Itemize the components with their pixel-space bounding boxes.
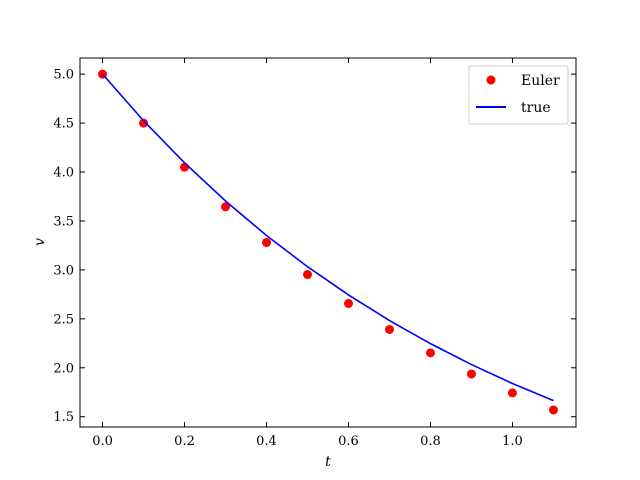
legend-label-euler: Euler: [521, 73, 560, 89]
y-axis-label: v: [32, 238, 48, 246]
x-axis-label: t: [325, 454, 331, 470]
series-line-true: [101, 73, 554, 402]
data-point-euler: [221, 202, 231, 212]
data-point-euler: [139, 118, 149, 128]
y-axis-ticks: 1.5 2.0 2.5 3.0 3.5 4.0 4.5 5.0: [53, 68, 576, 425]
y-tick-label: 1.5: [53, 410, 74, 425]
y-tick-label: 3.5: [53, 214, 74, 229]
legend-marker-euler: [486, 75, 496, 85]
x-tick-label: 0.2: [174, 434, 195, 449]
y-tick-label: 2.5: [53, 312, 74, 327]
y-tick-label: 4.0: [53, 166, 74, 181]
data-point-euler: [180, 162, 190, 172]
x-tick-label: 0.6: [338, 434, 359, 449]
y-tick-label: 5.0: [53, 68, 74, 83]
x-tick-label: 0.4: [256, 434, 277, 449]
data-point-euler: [548, 405, 558, 415]
x-axis-ticks: 0.0 0.2 0.4 0.6 0.8 1.0: [92, 58, 523, 449]
y-tick-label: 3.0: [53, 263, 74, 278]
x-tick-label: 1.0: [502, 434, 523, 449]
data-point-euler: [466, 369, 476, 379]
y-tick-label: 2.0: [53, 361, 74, 376]
y-tick-label: 4.5: [53, 117, 74, 132]
x-tick-label: 0.8: [420, 434, 441, 449]
data-point-euler: [303, 270, 313, 280]
data-point-euler: [507, 388, 517, 398]
legend: Euler true: [468, 65, 569, 125]
data-point-euler: [343, 298, 353, 308]
x-tick-label: 0.0: [92, 434, 113, 449]
data-point-euler: [384, 324, 394, 334]
plot-frame: [79, 57, 577, 428]
legend-label-true: true: [521, 100, 551, 116]
data-point-euler: [425, 348, 435, 358]
series-layer: [98, 69, 558, 415]
data-point-euler: [262, 237, 272, 247]
